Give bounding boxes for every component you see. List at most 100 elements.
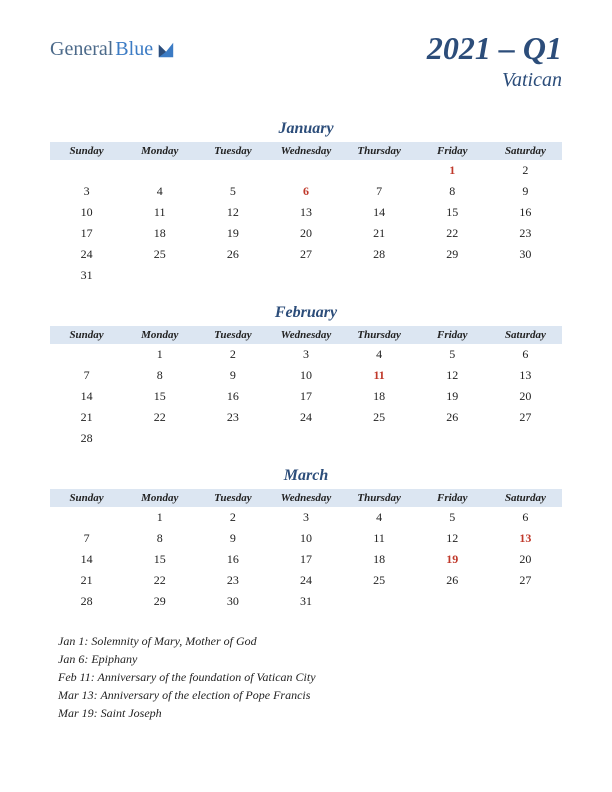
calendar-row: 3456789 <box>50 181 562 202</box>
calendar-cell: 3 <box>50 181 123 202</box>
calendar-row: 14151617181920 <box>50 549 562 570</box>
calendar-cell: 7 <box>50 528 123 549</box>
calendar-cell: 3 <box>269 344 342 365</box>
calendar-row: 24252627282930 <box>50 244 562 265</box>
day-header: Sunday <box>50 142 123 160</box>
holiday-notes: Jan 1: Solemnity of Mary, Mother of GodJ… <box>50 632 562 722</box>
calendar-cell <box>196 265 269 286</box>
calendar-cell: 17 <box>269 386 342 407</box>
month-name: March <box>50 467 562 485</box>
calendar-cell: 10 <box>269 528 342 549</box>
calendar-cell: 27 <box>489 407 562 428</box>
calendar-cell <box>343 428 416 449</box>
calendar-cell: 17 <box>50 223 123 244</box>
calendar-cell: 28 <box>343 244 416 265</box>
calendar-cell: 31 <box>269 591 342 612</box>
calendar-cell: 5 <box>416 507 489 528</box>
calendar-cell: 7 <box>50 365 123 386</box>
calendar-cell: 18 <box>343 386 416 407</box>
calendar-table: SundayMondayTuesdayWednesdayThursdayFrid… <box>50 142 562 286</box>
day-header: Tuesday <box>196 326 269 344</box>
calendar-cell: 11 <box>343 528 416 549</box>
calendar-cell: 11 <box>343 365 416 386</box>
calendar-cell: 25 <box>123 244 196 265</box>
calendar-cell: 21 <box>343 223 416 244</box>
day-header: Wednesday <box>269 326 342 344</box>
month-block: FebruarySundayMondayTuesdayWednesdayThur… <box>50 304 562 449</box>
calendar-cell: 9 <box>196 528 269 549</box>
calendar-cell <box>196 160 269 181</box>
calendar-row: 123456 <box>50 344 562 365</box>
calendar-cell: 11 <box>123 202 196 223</box>
calendar-cell: 23 <box>196 407 269 428</box>
calendar-row: 21222324252627 <box>50 570 562 591</box>
calendar-cell: 16 <box>196 386 269 407</box>
calendar-cell: 24 <box>50 244 123 265</box>
calendar-cell: 18 <box>123 223 196 244</box>
header: General Blue 2021 – Q1 Vatican <box>50 30 562 92</box>
calendar-cell: 4 <box>343 344 416 365</box>
calendar-cell: 23 <box>489 223 562 244</box>
day-header: Monday <box>123 489 196 507</box>
calendar-cell: 4 <box>343 507 416 528</box>
calendar-cell: 30 <box>196 591 269 612</box>
calendar-cell: 10 <box>50 202 123 223</box>
calendar-cell: 17 <box>269 549 342 570</box>
calendar-cell: 1 <box>123 344 196 365</box>
calendar-cell: 28 <box>50 428 123 449</box>
calendar-cell: 19 <box>196 223 269 244</box>
calendar-cell: 9 <box>489 181 562 202</box>
calendar-cell: 13 <box>489 528 562 549</box>
calendar-cell: 12 <box>416 528 489 549</box>
day-header: Sunday <box>50 326 123 344</box>
calendar-cell: 25 <box>343 570 416 591</box>
calendar-row: 14151617181920 <box>50 386 562 407</box>
calendar-cell: 27 <box>489 570 562 591</box>
calendar-row: 12 <box>50 160 562 181</box>
calendar-cell: 6 <box>489 344 562 365</box>
calendar-cell <box>269 265 342 286</box>
day-header: Saturday <box>489 489 562 507</box>
calendar-cell: 16 <box>489 202 562 223</box>
calendar-container: JanuarySundayMondayTuesdayWednesdayThurs… <box>50 120 562 612</box>
calendar-table: SundayMondayTuesdayWednesdayThursdayFrid… <box>50 326 562 449</box>
calendar-cell <box>50 160 123 181</box>
calendar-cell <box>343 160 416 181</box>
calendar-row: 123456 <box>50 507 562 528</box>
calendar-cell <box>123 428 196 449</box>
calendar-cell <box>489 591 562 612</box>
calendar-cell <box>416 265 489 286</box>
calendar-cell: 2 <box>196 507 269 528</box>
calendar-cell: 14 <box>343 202 416 223</box>
calendar-cell: 9 <box>196 365 269 386</box>
calendar-cell <box>269 428 342 449</box>
calendar-cell: 7 <box>343 181 416 202</box>
calendar-cell: 21 <box>50 407 123 428</box>
logo-text-blue: Blue <box>115 38 153 61</box>
day-header: Tuesday <box>196 142 269 160</box>
day-header: Wednesday <box>269 489 342 507</box>
calendar-cell: 13 <box>269 202 342 223</box>
calendar-cell: 15 <box>123 386 196 407</box>
calendar-cell <box>123 160 196 181</box>
holiday-note: Feb 11: Anniversary of the foundation of… <box>58 668 562 686</box>
calendar-cell: 24 <box>269 407 342 428</box>
month-block: JanuarySundayMondayTuesdayWednesdayThurs… <box>50 120 562 286</box>
page-title: 2021 – Q1 <box>427 30 562 67</box>
calendar-cell: 6 <box>489 507 562 528</box>
calendar-cell: 6 <box>269 181 342 202</box>
day-header: Sunday <box>50 489 123 507</box>
calendar-cell: 29 <box>416 244 489 265</box>
calendar-cell: 2 <box>196 344 269 365</box>
calendar-cell: 8 <box>123 365 196 386</box>
calendar-cell <box>489 428 562 449</box>
calendar-cell: 8 <box>123 528 196 549</box>
calendar-cell: 5 <box>196 181 269 202</box>
calendar-cell: 4 <box>123 181 196 202</box>
calendar-cell: 20 <box>489 549 562 570</box>
calendar-row: 10111213141516 <box>50 202 562 223</box>
logo-text-general: General <box>50 38 113 61</box>
calendar-cell: 3 <box>269 507 342 528</box>
calendar-row: 17181920212223 <box>50 223 562 244</box>
calendar-cell: 15 <box>416 202 489 223</box>
